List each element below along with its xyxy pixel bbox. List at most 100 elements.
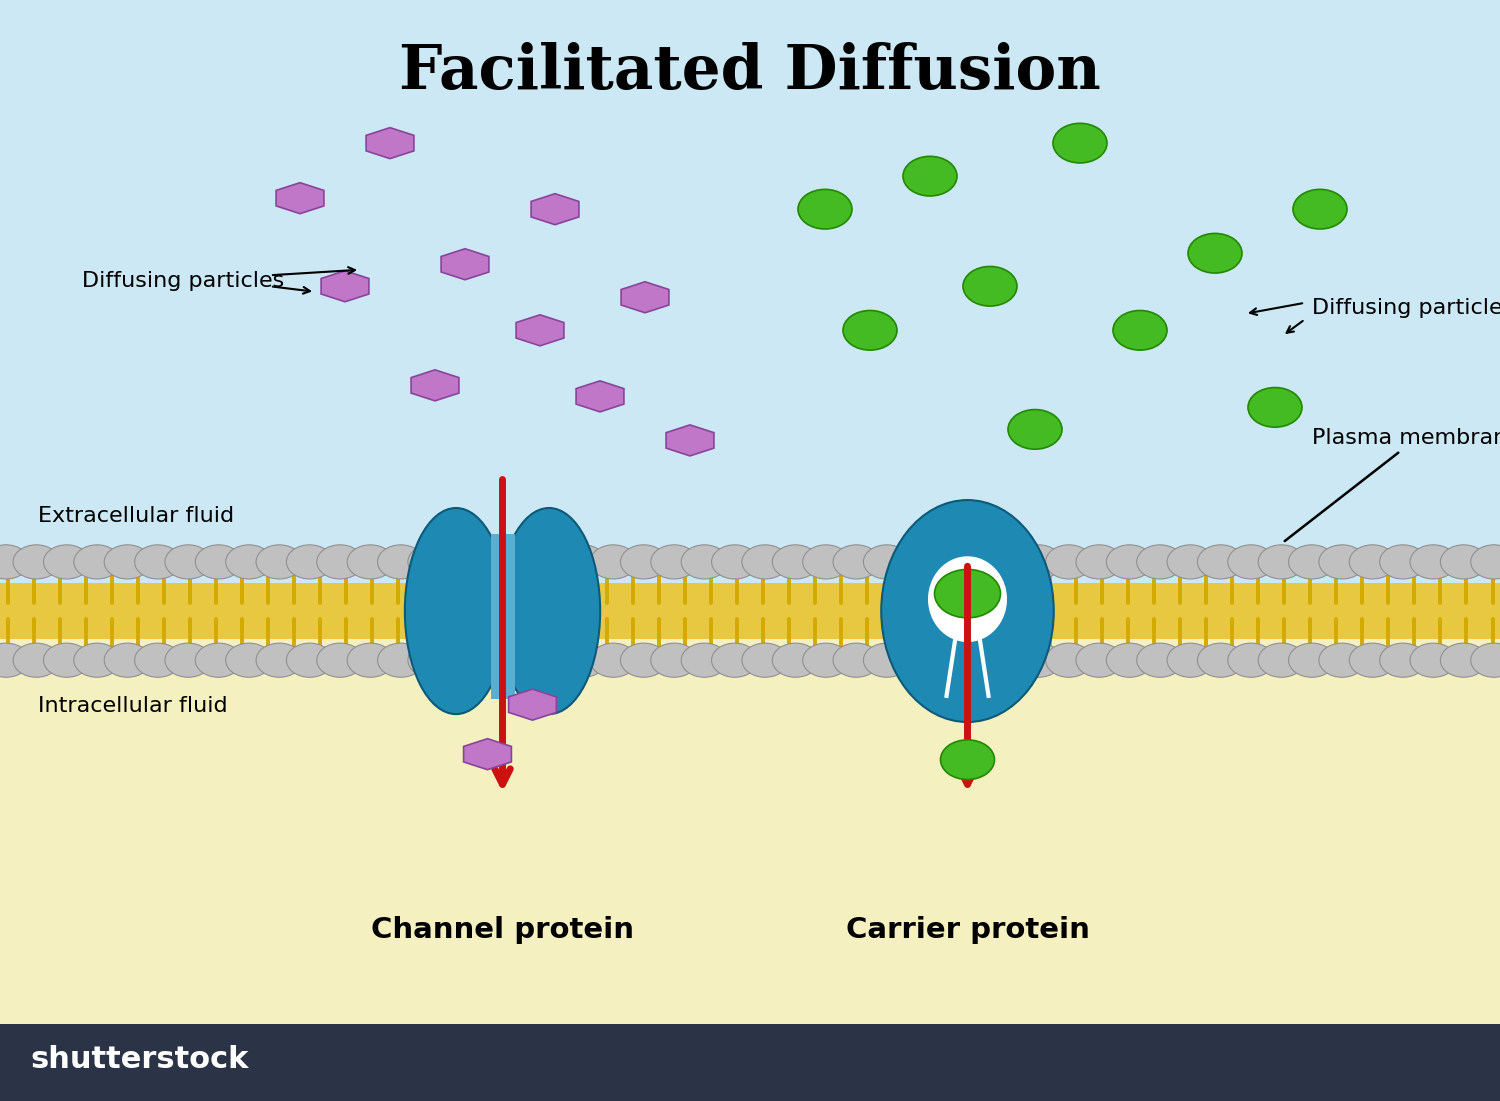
Circle shape bbox=[135, 545, 182, 579]
Circle shape bbox=[894, 643, 940, 677]
Circle shape bbox=[1107, 545, 1154, 579]
Circle shape bbox=[530, 643, 576, 677]
FancyBboxPatch shape bbox=[0, 584, 1500, 639]
Circle shape bbox=[438, 643, 485, 677]
Circle shape bbox=[934, 569, 1000, 618]
Polygon shape bbox=[411, 370, 459, 401]
Circle shape bbox=[408, 545, 454, 579]
Circle shape bbox=[346, 643, 393, 677]
Text: Intracellular fluid: Intracellular fluid bbox=[38, 696, 226, 716]
Circle shape bbox=[864, 545, 910, 579]
Circle shape bbox=[1188, 233, 1242, 273]
Circle shape bbox=[44, 545, 90, 579]
Circle shape bbox=[621, 643, 668, 677]
Ellipse shape bbox=[498, 508, 600, 715]
Circle shape bbox=[681, 643, 728, 677]
Circle shape bbox=[530, 545, 576, 579]
Circle shape bbox=[500, 545, 546, 579]
Circle shape bbox=[833, 545, 879, 579]
Circle shape bbox=[963, 266, 1017, 306]
Polygon shape bbox=[276, 183, 324, 214]
Circle shape bbox=[1288, 545, 1335, 579]
Circle shape bbox=[1008, 410, 1062, 449]
Text: Diffusing particles: Diffusing particles bbox=[1312, 298, 1500, 318]
Polygon shape bbox=[464, 739, 512, 770]
Circle shape bbox=[256, 545, 303, 579]
Circle shape bbox=[225, 545, 272, 579]
Circle shape bbox=[1410, 545, 1456, 579]
Circle shape bbox=[1137, 643, 1184, 677]
Text: Channel protein: Channel protein bbox=[370, 916, 634, 945]
Circle shape bbox=[711, 545, 758, 579]
Circle shape bbox=[1113, 310, 1167, 350]
Circle shape bbox=[316, 545, 363, 579]
Polygon shape bbox=[321, 271, 369, 302]
Polygon shape bbox=[576, 381, 624, 412]
FancyBboxPatch shape bbox=[490, 534, 514, 698]
Ellipse shape bbox=[928, 557, 1007, 642]
Circle shape bbox=[772, 545, 819, 579]
Circle shape bbox=[1440, 643, 1486, 677]
Circle shape bbox=[13, 643, 60, 677]
Circle shape bbox=[1350, 545, 1396, 579]
Polygon shape bbox=[509, 689, 556, 720]
Circle shape bbox=[1440, 545, 1486, 579]
Circle shape bbox=[104, 643, 150, 677]
Circle shape bbox=[346, 545, 393, 579]
Circle shape bbox=[1197, 545, 1243, 579]
Circle shape bbox=[1318, 545, 1365, 579]
Circle shape bbox=[894, 545, 940, 579]
Circle shape bbox=[1167, 545, 1214, 579]
Circle shape bbox=[438, 545, 485, 579]
Circle shape bbox=[903, 156, 957, 196]
Circle shape bbox=[165, 545, 211, 579]
Circle shape bbox=[408, 643, 454, 677]
Circle shape bbox=[1318, 643, 1365, 677]
Ellipse shape bbox=[882, 500, 1053, 722]
Text: shutterstock: shutterstock bbox=[30, 1045, 249, 1073]
Circle shape bbox=[1258, 643, 1305, 677]
Circle shape bbox=[1046, 545, 1092, 579]
Polygon shape bbox=[666, 425, 714, 456]
Circle shape bbox=[681, 545, 728, 579]
Circle shape bbox=[286, 545, 333, 579]
Circle shape bbox=[742, 545, 789, 579]
Circle shape bbox=[954, 545, 1000, 579]
FancyBboxPatch shape bbox=[0, 0, 1500, 622]
FancyBboxPatch shape bbox=[0, 1024, 1500, 1101]
Ellipse shape bbox=[405, 508, 507, 715]
Text: Facilitated Diffusion: Facilitated Diffusion bbox=[399, 42, 1101, 101]
Circle shape bbox=[135, 643, 182, 677]
Text: Diffusing particles: Diffusing particles bbox=[82, 271, 285, 291]
Circle shape bbox=[1410, 643, 1456, 677]
Circle shape bbox=[1167, 643, 1214, 677]
Circle shape bbox=[711, 643, 758, 677]
Circle shape bbox=[316, 643, 363, 677]
Circle shape bbox=[1380, 545, 1426, 579]
Circle shape bbox=[833, 643, 879, 677]
Circle shape bbox=[802, 643, 849, 677]
Circle shape bbox=[986, 545, 1032, 579]
Circle shape bbox=[378, 643, 424, 677]
Circle shape bbox=[1076, 643, 1122, 677]
Circle shape bbox=[0, 643, 30, 677]
Circle shape bbox=[621, 545, 668, 579]
Circle shape bbox=[1137, 545, 1184, 579]
Circle shape bbox=[195, 643, 242, 677]
Circle shape bbox=[802, 545, 849, 579]
Circle shape bbox=[74, 643, 120, 677]
Circle shape bbox=[500, 643, 546, 677]
Circle shape bbox=[468, 643, 514, 677]
Circle shape bbox=[1046, 643, 1092, 677]
Circle shape bbox=[954, 643, 1000, 677]
Polygon shape bbox=[516, 315, 564, 346]
Circle shape bbox=[986, 643, 1032, 677]
Circle shape bbox=[1053, 123, 1107, 163]
Circle shape bbox=[864, 643, 910, 677]
Circle shape bbox=[1107, 643, 1154, 677]
Circle shape bbox=[1350, 643, 1396, 677]
Circle shape bbox=[1228, 545, 1275, 579]
Polygon shape bbox=[621, 282, 669, 313]
Circle shape bbox=[378, 545, 424, 579]
Circle shape bbox=[1248, 388, 1302, 427]
